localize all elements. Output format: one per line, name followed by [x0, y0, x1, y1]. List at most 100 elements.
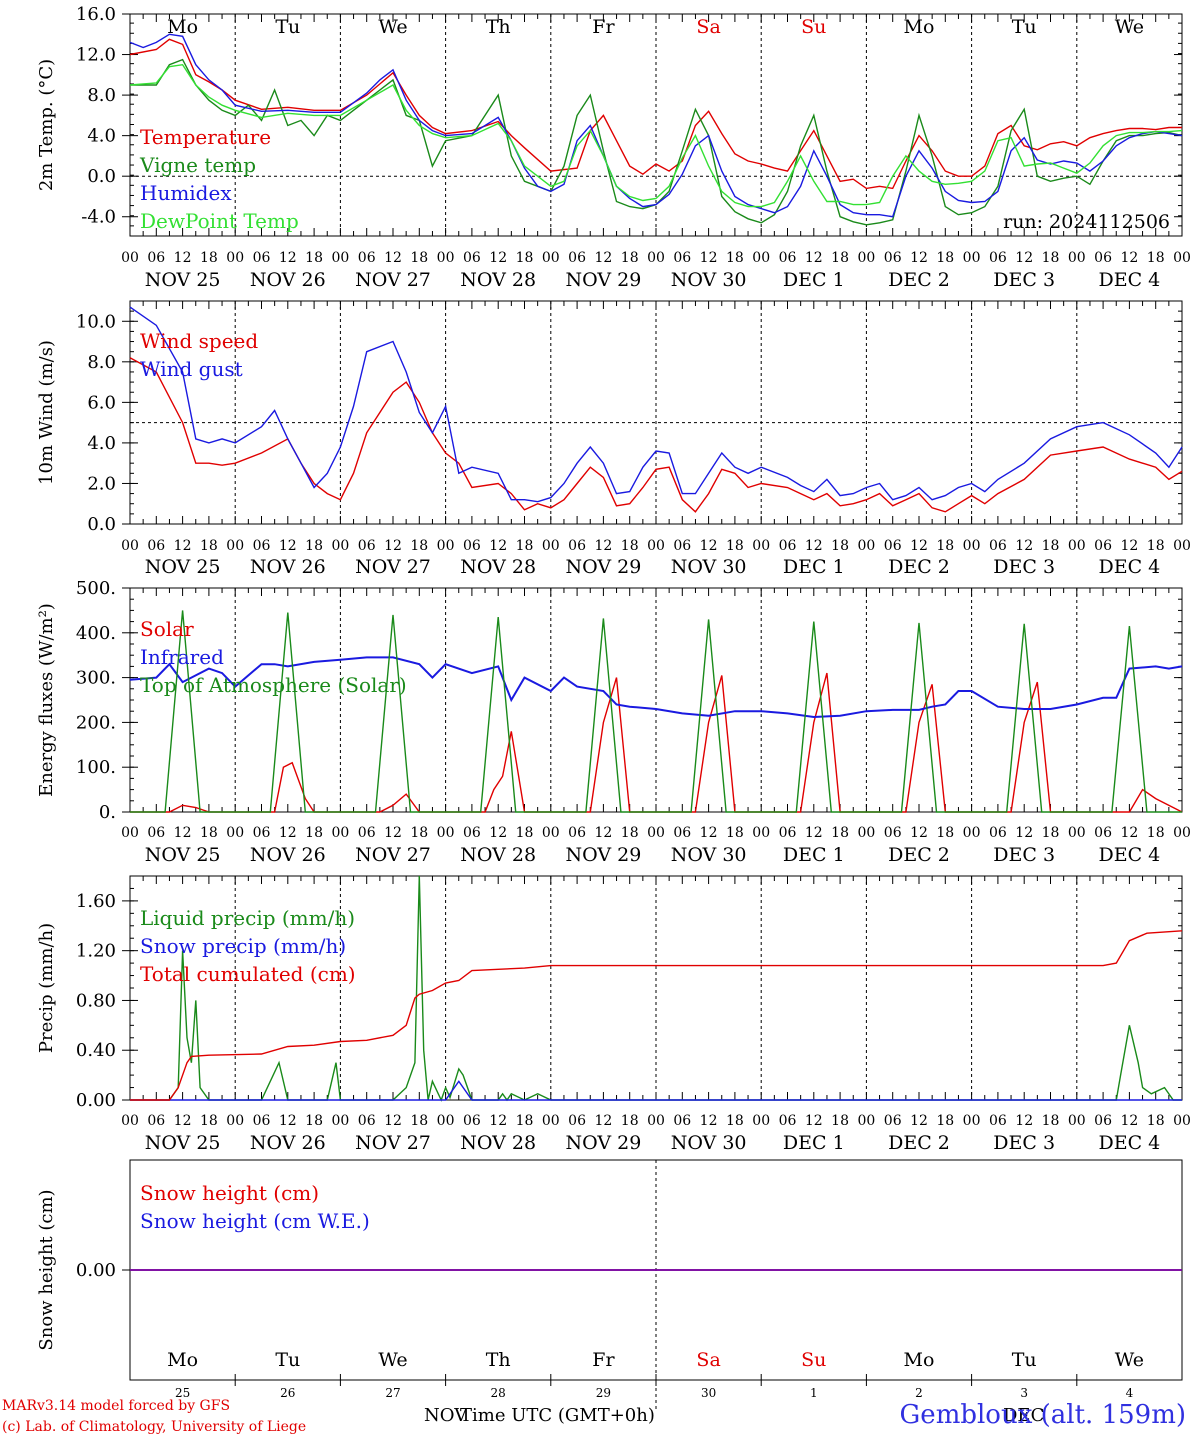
hour-label: 00: [752, 1113, 770, 1129]
hour-label: 18: [305, 250, 323, 266]
hour-label: 18: [1147, 538, 1165, 554]
hour-label: 12: [805, 1113, 823, 1129]
hour-label: 00: [1173, 825, 1191, 841]
hour-label: 12: [174, 538, 192, 554]
hour-label: 18: [936, 825, 954, 841]
date-label: DEC 2: [888, 1132, 950, 1154]
series-snow-precip-mm-h--line: [130, 1080, 1182, 1101]
y-tick-label: 0.0: [87, 166, 116, 187]
hour-label: 12: [805, 538, 823, 554]
hour-label: 18: [831, 1113, 849, 1129]
hour-label: 12: [700, 825, 718, 841]
hour-label: 06: [358, 1113, 376, 1129]
date-label: NOV 29: [565, 844, 641, 866]
hour-label: 06: [568, 825, 586, 841]
hour-label: 18: [936, 538, 954, 554]
date-label: DEC 4: [1099, 556, 1161, 578]
hour-label: 12: [700, 250, 718, 266]
hour-label: 00: [963, 1113, 981, 1129]
legend-entry: Solar: [140, 617, 194, 641]
y-tick-label: -4.0: [81, 207, 116, 228]
y-tick-label: 2.0: [87, 473, 116, 494]
panel-wind: 10.0 8.0 6.0 4.0 2.0 0.0 00 06 12 18 00 06 12 18 00 06 1…: [36, 300, 1191, 578]
hour-label: 18: [410, 1113, 428, 1129]
hour-label: 12: [594, 250, 612, 266]
y-tick-label: 0.40: [76, 1040, 116, 1061]
hour-label: 00: [1173, 1113, 1191, 1129]
hour-label: 12: [700, 1113, 718, 1129]
hour-label: 06: [253, 1113, 271, 1129]
date-label: NOV 28: [460, 844, 536, 866]
hour-label: 00: [963, 538, 981, 554]
hour-label: 12: [174, 250, 192, 266]
y-tick-label: 10.0: [76, 311, 116, 332]
hour-label: 06: [989, 825, 1007, 841]
date-label: NOV 28: [460, 556, 536, 578]
hour-label: 12: [910, 538, 928, 554]
date-label: NOV 25: [145, 269, 221, 291]
hour-label: 18: [516, 250, 534, 266]
hour-label: 06: [673, 250, 691, 266]
date-label: NOV 28: [460, 1132, 536, 1154]
hour-label: 00: [226, 250, 244, 266]
hour-label: 18: [305, 825, 323, 841]
hour-label: 12: [1015, 250, 1033, 266]
legend-entry: DewPoint Temp: [140, 209, 299, 233]
hour-label: 06: [1094, 825, 1112, 841]
series-dewpoint-temp-line: [129, 63, 1183, 208]
date-label: NOV 30: [671, 1132, 747, 1154]
hour-label: 18: [200, 250, 218, 266]
hour-label: 18: [1042, 250, 1060, 266]
hour-label: 00: [752, 250, 770, 266]
hour-label: 06: [358, 538, 376, 554]
hour-label: 18: [200, 538, 218, 554]
day-number: 30: [701, 1386, 716, 1400]
hour-label: 18: [410, 538, 428, 554]
day-number: 28: [491, 1386, 506, 1400]
date-label: NOV 30: [671, 844, 747, 866]
date-label: DEC 4: [1099, 844, 1161, 866]
hour-label: 18: [1042, 538, 1060, 554]
hour-label: 12: [1120, 250, 1138, 266]
hour-label: 00: [1068, 825, 1086, 841]
location-label: Gembloux (alt. 159m): [899, 1400, 1186, 1430]
hour-label: 18: [516, 1113, 534, 1129]
run-label: run: 2024112506: [1003, 211, 1170, 233]
day-name: We: [1115, 16, 1144, 38]
day-number: 26: [280, 1386, 295, 1400]
hour-label: 06: [673, 825, 691, 841]
hour-label: 12: [1015, 538, 1033, 554]
date-label: NOV 26: [250, 556, 326, 578]
hour-label: 18: [831, 825, 849, 841]
hour-label: 00: [542, 825, 560, 841]
legend-entry: Humidex: [140, 181, 232, 205]
y-tick-label: 300.: [76, 668, 116, 689]
series-infrared-line: [129, 656, 1183, 719]
legend-entry: Snow height (cm W.E.): [140, 1209, 370, 1233]
day-name: Tu: [1012, 16, 1037, 38]
hour-label: 00: [437, 250, 455, 266]
hour-label: 18: [1147, 825, 1165, 841]
series-wind-speed-line: [129, 357, 1183, 513]
date-label: NOV 27: [355, 269, 431, 291]
hour-label: 12: [384, 825, 402, 841]
series-solar-line: [130, 672, 1183, 813]
hour-label: 18: [726, 538, 744, 554]
hour-label: 06: [673, 1113, 691, 1129]
hour-label: 18: [410, 250, 428, 266]
date-label: NOV 29: [565, 269, 641, 291]
hour-label: 12: [174, 825, 192, 841]
day-number: 25: [175, 1386, 190, 1400]
hour-label: 12: [1120, 825, 1138, 841]
hour-label: 18: [1147, 1113, 1165, 1129]
series-humidex-line: [129, 33, 1183, 218]
hour-label: 12: [805, 250, 823, 266]
hour-label: 18: [1042, 825, 1060, 841]
y-axis-label: Precip (mm/h): [36, 923, 57, 1053]
hour-label: 18: [831, 538, 849, 554]
hour-label: 18: [305, 1113, 323, 1129]
hour-label: 06: [463, 1113, 481, 1129]
date-label: NOV 27: [355, 844, 431, 866]
date-label: DEC 3: [993, 844, 1055, 866]
plot-frame: [129, 587, 1183, 813]
